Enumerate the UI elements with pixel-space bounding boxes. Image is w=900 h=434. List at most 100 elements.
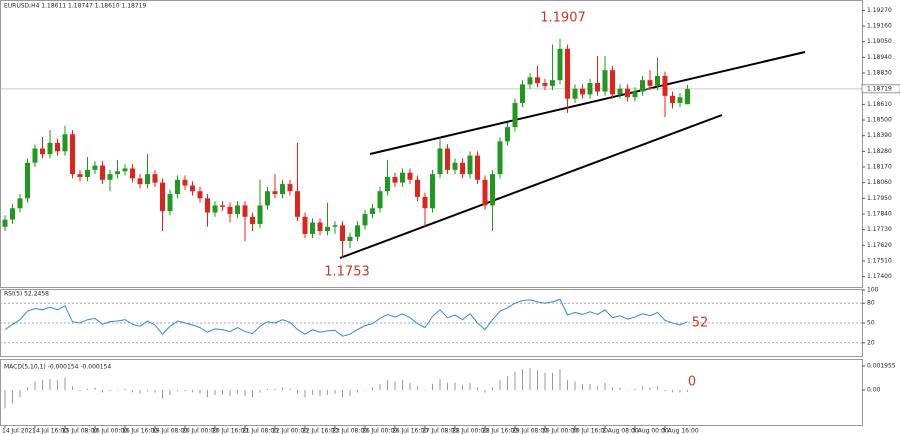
- macd-bar: [514, 371, 516, 390]
- x-tick-label: 16 Jul 16:00: [122, 428, 158, 434]
- y-tick-label: 1.19050: [867, 38, 892, 45]
- macd-bar: [372, 387, 373, 390]
- candle-body: [115, 171, 120, 175]
- candle-body: [670, 95, 675, 103]
- candle-body: [32, 148, 38, 163]
- x-tick-label: 2 Aug 08:00: [602, 428, 639, 434]
- candle-body: [685, 88, 690, 105]
- macd-bar: [49, 378, 51, 390]
- y-tick-label: 1.17950: [867, 195, 892, 202]
- macd-bar: [282, 387, 283, 390]
- candle-body: [310, 222, 315, 234]
- candle-body: [377, 191, 383, 209]
- trendline-lower: [339, 114, 723, 259]
- macd-bar: [139, 390, 141, 394]
- macd-bar: [642, 386, 643, 390]
- candle-body: [77, 174, 83, 177]
- macd-bar: [109, 390, 111, 392]
- candle-body: [647, 80, 653, 86]
- main-title: EURUSD,H4 1.18611 1.18747 1.18610 1.1871…: [4, 3, 146, 10]
- candle-body: [482, 179, 488, 206]
- macd-bar: [357, 390, 358, 393]
- candle-body: [385, 176, 390, 192]
- candle-body: [595, 83, 600, 92]
- macd-bar: [394, 381, 396, 390]
- macd-bar: [499, 380, 501, 390]
- x-tick-label: 22 Jul 00:00: [272, 428, 308, 434]
- main-panel: [0, 0, 863, 288]
- macd-bar: [349, 390, 351, 397]
- x-tick-label: 20 Jul 16:00: [212, 428, 248, 434]
- x-tick-label: 3 Aug 00:00: [632, 428, 669, 434]
- macd-bar: [432, 383, 433, 390]
- candle-body: [47, 142, 53, 155]
- current-price-box: [861, 84, 900, 94]
- y-tick-label: 1.18170: [867, 163, 892, 170]
- y-tick-label: 1.17840: [867, 210, 892, 217]
- candle-body: [625, 88, 630, 98]
- candle-body: [190, 185, 195, 192]
- macd-bar: [229, 390, 231, 397]
- x-tick-label: 21 Jul 08:00: [242, 428, 278, 434]
- candle-body: [497, 141, 503, 175]
- macd-bar: [409, 382, 411, 390]
- y-tick-label: 1.18830: [867, 70, 892, 77]
- candle-body: [295, 191, 300, 217]
- candle-body: [265, 191, 270, 206]
- macd-bar: [462, 385, 463, 390]
- candle-body: [610, 70, 615, 95]
- x-tick-label: 19 Jul 08:00: [152, 428, 188, 434]
- candle-body: [355, 225, 360, 237]
- candle-body: [557, 48, 563, 81]
- candle-body: [655, 75, 660, 86]
- macd-bar: [327, 390, 328, 395]
- macd-bar: [469, 382, 471, 390]
- candle-body: [227, 206, 233, 214]
- macd-bar: [552, 372, 553, 390]
- x-tick-label: 14 Jul 16:00: [32, 428, 68, 434]
- x-tick-label: 26 Jul 00:00: [362, 428, 398, 434]
- candle-body: [205, 198, 210, 213]
- macd-bar: [207, 390, 208, 398]
- macd-title: MACD(5,10,1) -0.000154 -0.000154: [4, 364, 111, 371]
- y-tick-label: 1.18060: [867, 179, 892, 186]
- trendline-upper: [369, 51, 806, 155]
- candle-body: [512, 102, 518, 128]
- y-tick-label: 100: [867, 287, 879, 294]
- macd-bar: [162, 390, 163, 399]
- macd-bar: [672, 390, 673, 393]
- macd-bar: [439, 378, 441, 390]
- candle-body: [445, 148, 450, 170]
- macd-bar: [274, 388, 276, 390]
- macd-bar: [664, 390, 666, 392]
- y-tick-label: 1.19270: [867, 7, 892, 14]
- candle-body: [10, 208, 15, 220]
- macd-bar: [94, 387, 96, 390]
- candle-body: [602, 70, 608, 92]
- macd-bar: [27, 387, 28, 390]
- macd-bar: [64, 377, 66, 390]
- macd-bar: [529, 367, 531, 390]
- candle-body: [467, 155, 473, 175]
- candle-body: [235, 205, 240, 214]
- candle-body: [392, 176, 398, 183]
- macd-bar: [222, 390, 223, 395]
- macd-bar: [604, 382, 606, 390]
- macd-bar: [454, 382, 456, 390]
- y-tick-label: 20: [867, 339, 875, 346]
- candle-body: [100, 165, 105, 180]
- candle-body: [257, 205, 263, 224]
- macd-bar: [627, 390, 628, 391]
- macd-bar: [567, 380, 568, 390]
- candle-body: [370, 208, 375, 214]
- candle-body: [527, 77, 533, 85]
- macd-bar: [492, 387, 493, 390]
- x-tick-label: 23 Jul 08:00: [332, 428, 368, 434]
- candle-body: [220, 205, 225, 207]
- candle-body: [92, 165, 98, 170]
- candle-body: [332, 225, 338, 227]
- candle-body: [287, 184, 293, 192]
- x-tick-label: 15 Jul 08:00: [62, 428, 98, 434]
- x-tick-label: 16 Jul 00:00: [92, 428, 128, 434]
- candle-body: [212, 205, 218, 213]
